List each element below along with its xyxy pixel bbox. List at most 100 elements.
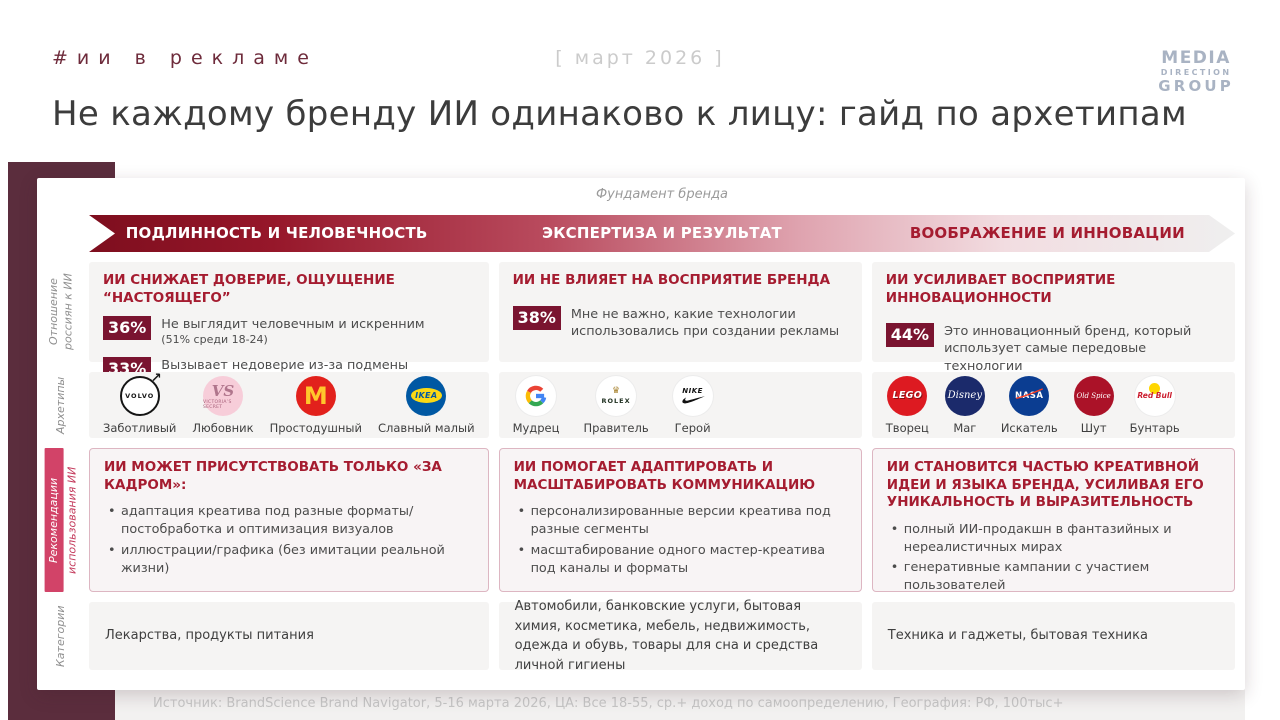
crown-icon: ♛ bbox=[611, 385, 621, 396]
logo-text: VS bbox=[211, 381, 235, 400]
stat-badge: 44% bbox=[885, 323, 935, 348]
logo-text: Old Spice bbox=[1076, 391, 1111, 400]
red-bull-logo-icon: Red Bull bbox=[1134, 375, 1175, 416]
archetype-label: Заботливый bbox=[103, 420, 177, 435]
date-label: [ март 2026 ] bbox=[555, 47, 725, 69]
categories-cell-imagination: Техника и гаджеты, бытовая техника bbox=[871, 602, 1235, 670]
archetype-item: NIKE Герой bbox=[672, 375, 713, 435]
recommendation-cell-authenticity: ИИ МОЖЕТ ПРИСУТСТВОВАТЬ ТОЛЬКО «ЗА КАДРО… bbox=[89, 448, 489, 592]
attitude-headline: ИИ УСИЛИВАЕТ ВОСПРИЯТИЕ ИННОВАЦИОННОСТИ bbox=[885, 272, 1116, 306]
archetype-label: Маг bbox=[953, 420, 977, 435]
attitude-headline: ИИ НЕ ВЛИЯЕТ НА ВОСПРИЯТИЕ БРЕНДА bbox=[512, 272, 831, 288]
archetype-item: LEGO Творец bbox=[885, 375, 929, 435]
recommendation-bullet: адаптация креатива под разные форматы/по… bbox=[106, 503, 474, 539]
row-label-highlight: Рекомендации bbox=[44, 448, 63, 592]
archetype-label: Герой bbox=[674, 420, 711, 435]
row-label-line: россиян к ИИ bbox=[61, 273, 74, 351]
row-label-attitude: Отношение россиян к ИИ bbox=[47, 262, 76, 362]
logo-text: ROLEX bbox=[601, 396, 631, 405]
recommendation-bullet: персонализированные версии креатива под … bbox=[516, 503, 847, 539]
attitude-headline: ИИ СНИЖАЕТ ДОВЕРИЕ, ОЩУЩЕНИЕ “НАСТОЯЩЕГО… bbox=[103, 272, 395, 306]
rolex-logo-icon: ♛ ROLEX bbox=[596, 375, 637, 416]
foundation-label: Фундамент бренда bbox=[595, 186, 729, 202]
mcdonalds-logo-icon: M bbox=[295, 375, 336, 416]
footer-band: Источник: BrandScience Brand Navigator, … bbox=[115, 687, 1245, 720]
stat-text: Мне не важно, какие технологии использов… bbox=[570, 306, 840, 339]
page-title: Не каждому бренду ИИ одинаково к лицу: г… bbox=[52, 94, 1187, 134]
archetype-label: Искатель bbox=[1000, 420, 1058, 435]
row-label-line: Отношение bbox=[46, 278, 60, 346]
archetype-label: Славный малый bbox=[378, 420, 475, 435]
recommendation-list: полный ИИ-продакшн в фантазийных и нереа… bbox=[889, 521, 1220, 596]
pillar-title-imagination: ВООБРАЖЕНИЕ И ИННОВАЦИИ bbox=[909, 224, 1185, 242]
archetype-item: VS VICTORIA’S SECRET Любовник bbox=[192, 375, 254, 435]
hashtag-label: #ии в рекламе bbox=[52, 47, 318, 69]
archetype-label: Любовник bbox=[192, 420, 254, 435]
brand-foundation-arrow: ПОДЛИННОСТЬ И ЧЕЛОВЕЧНОСТЬ ЭКСПЕРТИЗА И … bbox=[89, 215, 1235, 252]
archetype-label: Бунтарь bbox=[1129, 420, 1180, 435]
categories-cell-authenticity: Лекарства, продукты питания bbox=[89, 602, 489, 670]
row-label-archetypes: Архетипы bbox=[54, 372, 68, 438]
archetype-item: ♛ ROLEX Правитель bbox=[583, 375, 649, 435]
row-label-recommendations: Рекомендации использования ИИ bbox=[43, 448, 80, 592]
stat-row: 44% Это инновационный бренд, который исп… bbox=[885, 323, 1221, 375]
logo-text: M bbox=[303, 381, 328, 410]
archetype-label: Шут bbox=[1080, 420, 1107, 435]
logo-text: NASA bbox=[1015, 390, 1044, 401]
archetype-label: Мудрец bbox=[512, 420, 560, 435]
ikea-logo-icon: IKEA bbox=[406, 375, 447, 416]
logo-line-direction: DIRECTION bbox=[1160, 68, 1232, 77]
recommendation-list: персонализированные версии креатива под … bbox=[516, 503, 847, 578]
archetype-item: IKEA Славный малый bbox=[378, 375, 475, 435]
logo-text: NIKE bbox=[682, 386, 703, 395]
archetype-label: Творец bbox=[885, 420, 929, 435]
logo-text: IKEA bbox=[410, 388, 442, 403]
recommendation-bullet: иллюстрации/графика (без имитации реальн… bbox=[106, 542, 474, 578]
pillar-title-authenticity: ПОДЛИННОСТЬ И ЧЕЛОВЕЧНОСТЬ bbox=[125, 224, 428, 242]
recommendation-cell-imagination: ИИ СТАНОВИТСЯ ЧАСТЬЮ КРЕАТИВНОЙ ИДЕИ И Я… bbox=[871, 448, 1235, 593]
recommendation-bullet: масштабирование одного мастер-креатива п… bbox=[516, 542, 847, 578]
recommendation-bullet: полный ИИ-продакшн в фантазийных и нереа… bbox=[889, 521, 1220, 557]
redbull-sun-icon bbox=[1149, 382, 1161, 394]
archetype-label: Правитель bbox=[583, 420, 649, 435]
archetypes-cell-expertise: Мудрец ♛ ROLEX Правитель NIKE Герой bbox=[498, 372, 862, 438]
row-label-line: использования ИИ bbox=[65, 466, 78, 574]
nasa-swoosh-icon bbox=[1016, 387, 1044, 399]
nike-swoosh-icon bbox=[681, 395, 705, 403]
lego-logo-icon: LEGO bbox=[887, 375, 928, 416]
archetypes-cell-authenticity: ↗ VOLVO Заботливый VS VICTORIA’S SECRET Лю… bbox=[89, 371, 489, 438]
attitude-cell-imagination: ИИ УСИЛИВАЕТ ВОСПРИЯТИЕ ИННОВАЦИОННОСТИ … bbox=[871, 262, 1235, 374]
stat-main: Не выглядит человечным и искренним bbox=[161, 317, 425, 333]
recommendation-headline: ИИ ПОМОГАЕТ АДАПТИРОВАТЬ И МАСШТАБИРОВАТ… bbox=[513, 459, 816, 493]
logo-text: VOLVO bbox=[125, 391, 155, 400]
archetype-item: Мудрец bbox=[512, 375, 560, 435]
archetypes-cell-imagination: LEGO Творец Disney Маг NASA Искатель Old… bbox=[871, 372, 1235, 438]
row-label-categories: Категории bbox=[54, 602, 68, 670]
old-spice-logo-icon: Old Spice bbox=[1073, 375, 1114, 416]
logo-text: Disney bbox=[947, 390, 982, 401]
attitude-cell-authenticity: ИИ СНИЖАЕТ ДОВЕРИЕ, ОЩУЩЕНИЕ “НАСТОЯЩЕГО… bbox=[89, 262, 489, 390]
matrix-card: Фундамент бренда ПОДЛИННОСТЬ И ЧЕЛОВЕЧНО… bbox=[37, 178, 1245, 690]
recommendation-headline: ИИ СТАНОВИТСЯ ЧАСТЬЮ КРЕАТИВНОЙ ИДЕИ И Я… bbox=[886, 459, 1204, 511]
media-direction-group-logo: MEDIA DIRECTION GROUP bbox=[1158, 50, 1234, 94]
archetype-item: Old Spice Шут bbox=[1073, 375, 1114, 435]
stat-badge: 38% bbox=[512, 305, 561, 330]
archetype-item: NASA Искатель bbox=[1000, 375, 1058, 435]
nike-logo-icon: NIKE bbox=[672, 375, 713, 416]
stat-note: (51% среди 18-24) bbox=[161, 333, 268, 347]
row-label-line: Архетипы bbox=[53, 376, 67, 434]
archetype-label: Простодушный bbox=[269, 420, 362, 435]
archetype-item: M Простодушный bbox=[269, 375, 362, 435]
archetype-item: Disney Маг bbox=[944, 375, 985, 435]
stat-row: 36% Не выглядит человечным и искренним (… bbox=[103, 316, 475, 348]
logo-line-media: MEDIA bbox=[1161, 48, 1231, 68]
recommendation-cell-expertise: ИИ ПОМОГАЕТ АДАПТИРОВАТЬ И МАСШТАБИРОВАТ… bbox=[498, 448, 862, 592]
victorias-secret-logo-icon: VS VICTORIA’S SECRET bbox=[203, 375, 243, 416]
disney-logo-icon: Disney bbox=[944, 375, 985, 416]
archetype-item: ↗ VOLVO Заботливый bbox=[103, 371, 177, 435]
attitude-cell-expertise: ИИ НЕ ВЛИЯЕТ НА ВОСПРИЯТИЕ БРЕНДА 38% Мн… bbox=[498, 262, 862, 362]
recommendation-list: адаптация креатива под разные форматы/по… bbox=[106, 503, 474, 578]
logo-subtext: VICTORIA’S SECRET bbox=[203, 399, 232, 410]
stat-text: Это инновационный бренд, который использ… bbox=[944, 324, 1192, 374]
pillar-title-expertise: ЭКСПЕРТИЗА И РЕЗУЛЬТАТ bbox=[542, 224, 782, 242]
